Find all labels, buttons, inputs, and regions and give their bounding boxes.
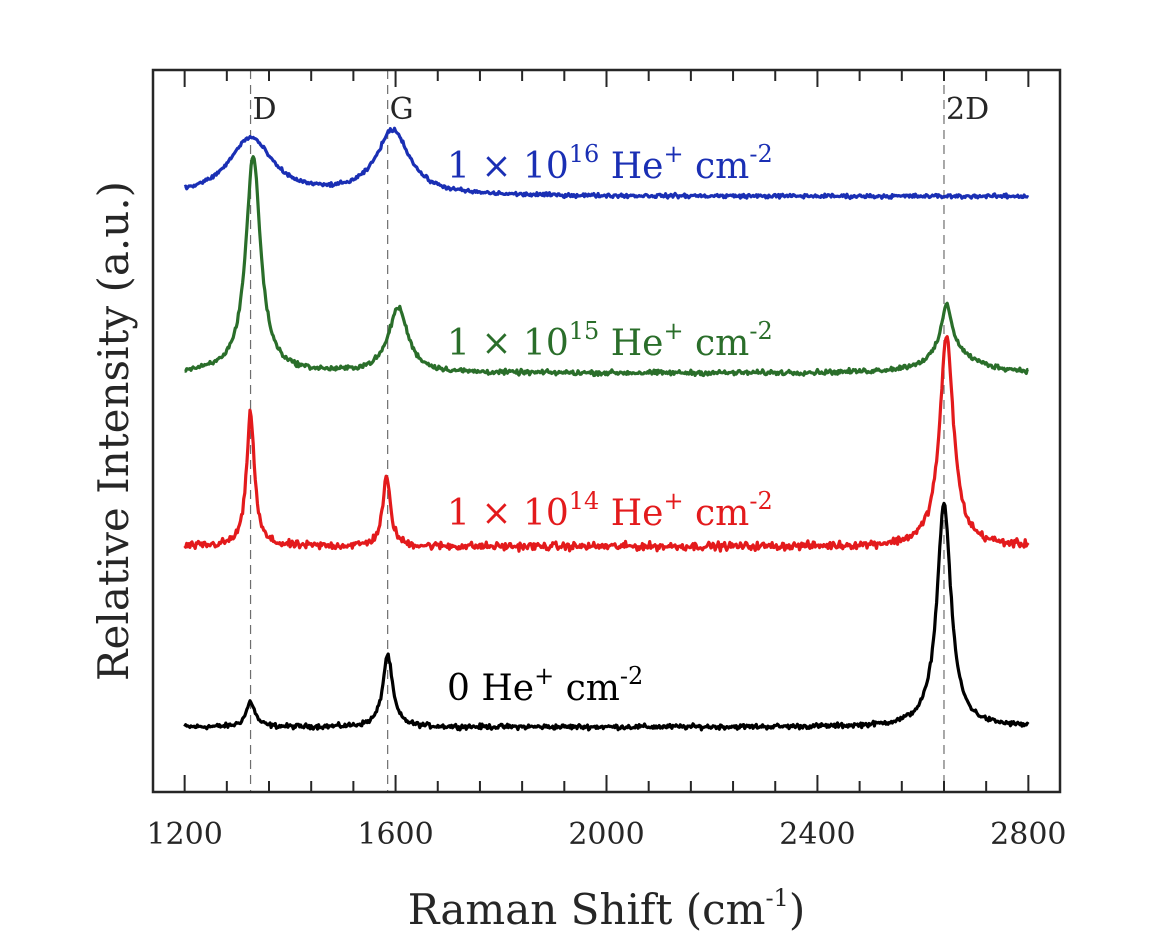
series-label-part: 1 × 10 <box>447 493 569 534</box>
series-label-1: 1 × 1014 He+ cm-2 <box>447 487 773 534</box>
series-label-part: cm <box>554 668 620 709</box>
label-layer: D G 2D Raman Shift (cm-1) Relative Intensity… <box>89 92 989 934</box>
series-label-2: 1 × 1015 He+ cm-2 <box>447 317 773 364</box>
series-label-3: 1 × 1016 He+ cm-2 <box>447 140 773 187</box>
series-label-part: -2 <box>620 662 643 690</box>
series-label-part: cm <box>684 493 750 534</box>
series-label-part: 16 <box>569 140 600 168</box>
x-tick-label: 2800 <box>990 817 1066 852</box>
x-tick-label: 1200 <box>146 817 222 852</box>
series-label-part: He <box>599 493 663 534</box>
series-label-part: He <box>599 323 663 364</box>
series-line-2 <box>184 155 1029 378</box>
series-label-part: + <box>534 662 554 690</box>
x-axis-title-sup: -1 <box>765 884 788 912</box>
series-line-0 <box>183 501 1030 732</box>
peak-label-d: D <box>253 92 277 127</box>
series-label-part: -2 <box>749 140 772 168</box>
series-label-part: He <box>470 668 534 709</box>
series-line-3 <box>183 126 1030 200</box>
series-label-part: 14 <box>569 487 600 515</box>
series-label-part: 1 × 10 <box>447 146 569 187</box>
x-axis-title: Raman Shift (cm-1) <box>408 884 805 934</box>
peak-label-g: G <box>390 92 414 127</box>
y-axis-title: Relative Intensity (a.u.) <box>89 181 138 681</box>
series-label-part: + <box>663 487 683 515</box>
series-label-part: cm <box>684 323 750 364</box>
series-label-part: cm <box>684 146 750 187</box>
x-tick-label: 2000 <box>568 817 644 852</box>
series-label-part: + <box>663 317 683 345</box>
x-axis-ticks: 1200 1600 2000 2400 2800 <box>146 70 1067 852</box>
x-tick-label: 2400 <box>779 817 855 852</box>
series-label-part: He <box>599 146 663 187</box>
x-tick-label: 1600 <box>357 817 433 852</box>
series-label-part: -2 <box>749 317 772 345</box>
series-label-part: 15 <box>569 317 600 345</box>
series-label-0: 0 He+ cm-2 <box>447 662 643 709</box>
peak-label-2d: 2D <box>946 92 989 127</box>
series-layer <box>183 126 1030 732</box>
series-label-part: -2 <box>749 487 772 515</box>
series-label-part: 1 × 10 <box>447 323 569 364</box>
series-label-part: 0 <box>447 668 470 709</box>
x-axis-title-end: ) <box>789 885 805 934</box>
series-label-part: + <box>663 140 683 168</box>
x-axis-title-main: Raman Shift (cm <box>408 885 766 934</box>
series-line-1 <box>183 335 1030 553</box>
